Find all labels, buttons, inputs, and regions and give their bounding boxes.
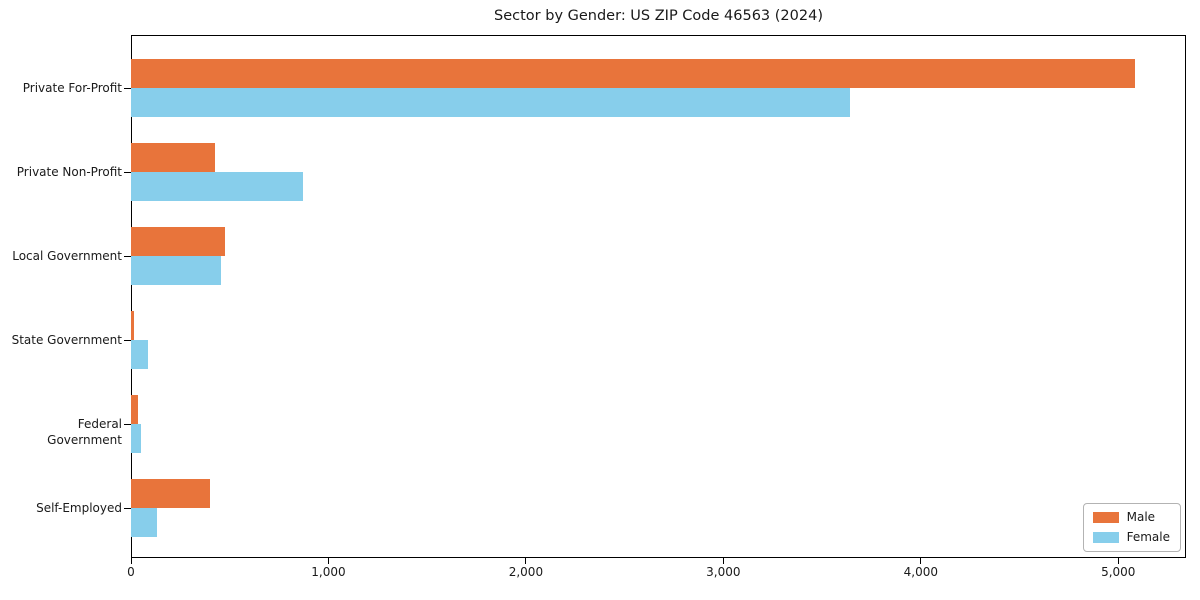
y-axis-tick: [124, 508, 131, 509]
x-axis-tick: [1117, 558, 1119, 564]
bar-male-private-non-profit: [131, 143, 215, 172]
x-axis-tick: [920, 558, 922, 564]
legend-item-female: Female: [1092, 530, 1170, 544]
y-axis-tick: [124, 424, 131, 425]
y-axis-tick: [124, 340, 131, 341]
bar-male-local-government: [131, 227, 226, 256]
y-axis-tick-label: Local Government: [12, 249, 122, 263]
x-axis-tick: [525, 558, 527, 564]
x-axis-tick-label: 0: [127, 565, 135, 579]
y-axis-tick-label: Private For-Profit: [22, 81, 122, 95]
x-axis-tick-label: 3,000: [706, 565, 741, 579]
plot-area: [131, 35, 1186, 558]
x-axis-tick-label: 2,000: [508, 565, 544, 579]
y-axis-tick: [124, 88, 131, 89]
legend-label-male: Male: [1126, 510, 1156, 524]
x-axis-tick: [722, 558, 724, 564]
x-axis-tick: [327, 558, 329, 564]
bar-male-state-government: [131, 311, 134, 340]
bar-female-private-non-profit: [131, 172, 303, 201]
x-axis-tick-label: 4,000: [903, 565, 938, 579]
bar-female-federal-government: [131, 424, 142, 453]
bar-male-self-employed: [131, 479, 210, 508]
y-axis-tick: [124, 172, 131, 173]
legend-item-male: Male: [1092, 510, 1170, 524]
y-axis-tick-label: Federal Government: [47, 417, 122, 447]
y-axis-tick-label: Private Non-Profit: [16, 165, 122, 179]
bar-male-federal-government: [131, 395, 138, 424]
x-axis-tick-label: 1,000: [311, 565, 346, 579]
chart-title: Sector by Gender: US ZIP Code 46563 (202…: [494, 8, 823, 24]
x-axis-tick-label: 5,000: [1101, 565, 1136, 579]
bar-male-private-for-profit: [131, 59, 1136, 88]
bar-female-private-for-profit: [131, 88, 850, 117]
bar-female-self-employed: [131, 508, 158, 537]
y-axis-tick-label: State Government: [11, 333, 122, 347]
male-series-swatch: [1092, 512, 1119, 523]
y-axis-tick: [124, 256, 131, 257]
y-axis-tick-label: Self-Employed: [36, 501, 122, 515]
x-axis-tick: [130, 558, 132, 564]
legend: Male Female: [1082, 503, 1181, 552]
bar-female-state-government: [131, 340, 148, 369]
legend-label-female: Female: [1126, 530, 1170, 544]
female-series-swatch: [1092, 532, 1119, 543]
bar-female-local-government: [131, 256, 222, 285]
